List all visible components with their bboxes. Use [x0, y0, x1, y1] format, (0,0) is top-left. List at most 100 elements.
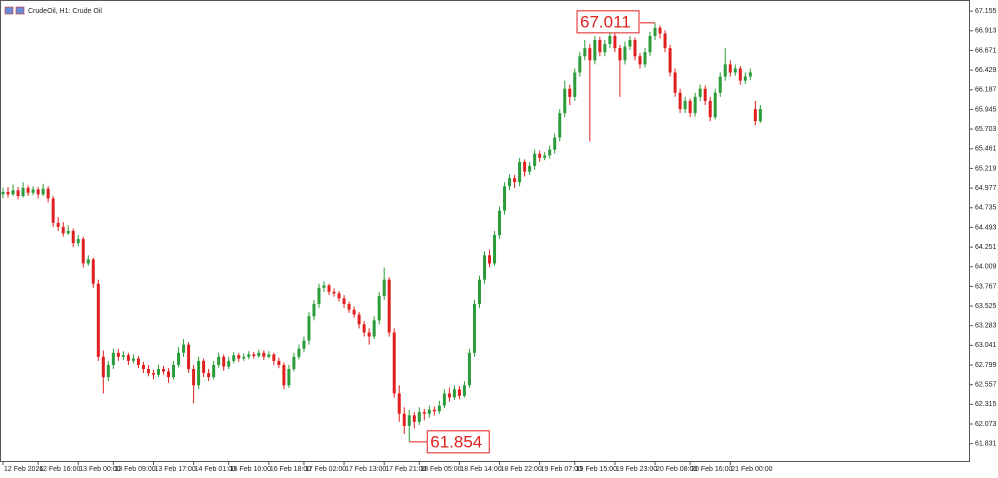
y-tick-label: 62.799: [975, 362, 997, 369]
candle-body: [472, 304, 476, 353]
candle-body: [212, 364, 216, 378]
candle-body: [578, 56, 582, 73]
y-tick-label: 63.525: [975, 303, 997, 310]
x-tick-label: 19 Feb 15:00: [576, 466, 617, 473]
candle-body: [347, 304, 351, 310]
candle-body: [442, 393, 446, 406]
candle-body: [141, 364, 145, 370]
x-tick-label: 13 Feb 09:00: [114, 466, 155, 473]
y-tick-label: 65.703: [975, 126, 997, 133]
candle-body: [372, 320, 376, 337]
candle-body: [723, 64, 727, 77]
candle-body: [317, 287, 321, 305]
candle-body: [272, 354, 276, 361]
x-tick-label: 19 Feb 23:00: [616, 466, 657, 473]
plot-frame: [0, 0, 970, 462]
candle-body: [598, 39, 602, 53]
candle-body: [227, 360, 231, 367]
candle-body: [753, 109, 757, 122]
candle-body: [422, 412, 426, 414]
candle-body: [302, 340, 306, 349]
y-tick-label: 63.767: [975, 283, 997, 290]
candle-body: [608, 35, 612, 45]
candle-body: [56, 222, 60, 227]
y-tick-label: 64.977: [975, 185, 997, 192]
candle-body: [618, 48, 622, 61]
candle-body: [96, 283, 100, 357]
candle-body: [367, 332, 371, 337]
candle-body: [703, 88, 707, 101]
candle-body: [513, 178, 517, 183]
candle-body: [573, 72, 577, 97]
x-tick-label: 19 Feb 07:00: [541, 466, 582, 473]
candle-body: [6, 191, 10, 195]
candle-body: [377, 295, 381, 321]
candle-body: [11, 190, 15, 195]
x-tick-label: 18 Feb 22:00: [501, 466, 542, 473]
candle-body: [136, 358, 140, 365]
candle-body: [357, 314, 361, 325]
candle-body: [457, 389, 461, 396]
candle-body: [327, 285, 331, 292]
candle-body: [197, 360, 201, 386]
candle-body: [71, 230, 75, 244]
candle-body: [151, 373, 155, 375]
candle-body: [698, 88, 702, 97]
candle-body: [217, 356, 221, 365]
candle-body: [237, 355, 241, 359]
candle-body: [257, 352, 261, 357]
candle-body: [41, 188, 45, 195]
candle-body: [508, 178, 512, 187]
x-tick-label: 16 Feb 10:00: [230, 466, 271, 473]
candle-body: [167, 371, 171, 378]
candle-body: [518, 161, 522, 183]
candle-body: [748, 72, 752, 77]
candle-body: [387, 279, 391, 333]
candle-body: [242, 356, 246, 359]
candle-body: [146, 369, 150, 374]
x-tick-label: 20 Feb 16:00: [691, 466, 732, 473]
candle-body: [498, 210, 502, 235]
candle-body: [307, 316, 311, 341]
candle-body: [322, 285, 326, 288]
candle-body: [678, 92, 682, 110]
candle-body: [688, 100, 692, 114]
candle-body: [553, 137, 557, 150]
candle-body: [267, 354, 271, 357]
high-label: 67.011: [580, 12, 631, 31]
y-tick-label: 66.913: [975, 28, 997, 35]
candle-body: [162, 369, 166, 372]
candle-body: [452, 389, 456, 398]
y-tick-label: 64.735: [975, 205, 997, 212]
candle-body: [477, 279, 481, 305]
x-tick-label: 13 Feb 00:00: [79, 466, 120, 473]
x-tick-label: 17 Feb 13:00: [345, 466, 386, 473]
candle-body: [111, 352, 115, 365]
y-tick-label: 63.283: [975, 323, 997, 330]
candle-body: [523, 161, 527, 172]
candle-body: [131, 358, 135, 361]
x-tick-label: 18 Feb 05:00: [420, 466, 461, 473]
low-label: 61.854: [430, 432, 482, 451]
candle-body: [613, 35, 617, 49]
candle-body: [658, 27, 662, 34]
candle-body: [663, 33, 667, 49]
candle-body: [31, 189, 35, 193]
candle-body: [538, 153, 542, 158]
candle-body: [342, 298, 346, 305]
y-tick-label: 65.219: [975, 165, 997, 172]
x-tick-label: 17 Feb 02:00: [305, 466, 346, 473]
candle-body: [417, 412, 421, 422]
y-tick-label: 62.073: [975, 421, 997, 428]
candle-body: [733, 68, 737, 73]
candle-body: [116, 352, 120, 357]
y-tick-label: 63.041: [975, 342, 997, 349]
candle-body: [668, 48, 672, 73]
candle-body: [36, 189, 40, 195]
x-tick-label: 12 Feb 16:00: [39, 466, 80, 473]
candle-body: [352, 309, 356, 315]
candle-body: [156, 369, 160, 375]
candle-body: [713, 92, 717, 118]
candle-body: [126, 355, 130, 361]
